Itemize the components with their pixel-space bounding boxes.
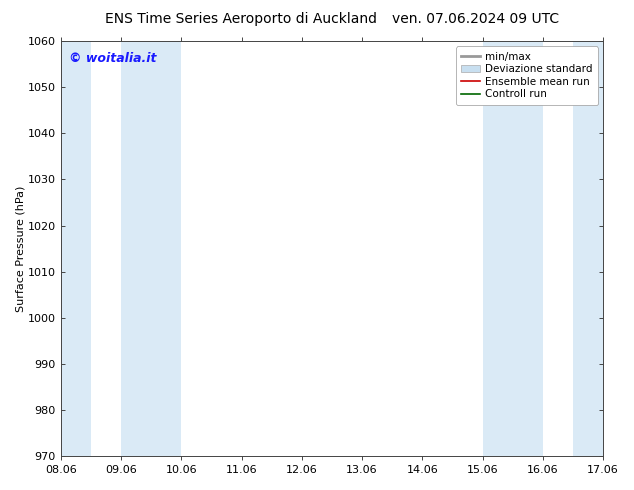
Legend: min/max, Deviazione standard, Ensemble mean run, Controll run: min/max, Deviazione standard, Ensemble m… — [456, 47, 598, 105]
Text: © woitalia.it: © woitalia.it — [69, 51, 157, 65]
Text: ENS Time Series Aeroporto di Auckland: ENS Time Series Aeroporto di Auckland — [105, 12, 377, 26]
Y-axis label: Surface Pressure (hPa): Surface Pressure (hPa) — [15, 185, 25, 312]
Bar — [121, 41, 181, 456]
Bar — [573, 41, 603, 456]
Bar — [61, 41, 91, 456]
Bar — [482, 41, 543, 456]
Text: ven. 07.06.2024 09 UTC: ven. 07.06.2024 09 UTC — [392, 12, 559, 26]
